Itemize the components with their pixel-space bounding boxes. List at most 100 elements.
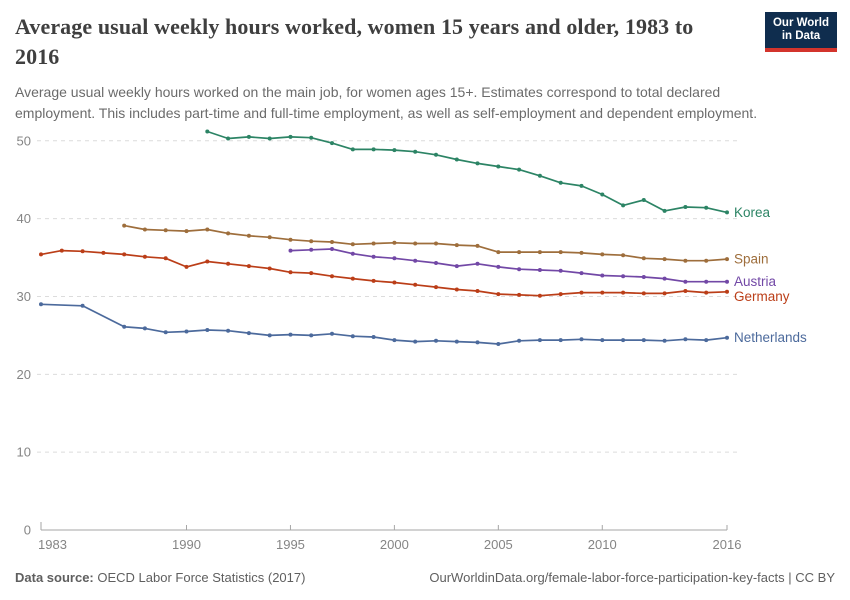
data-point-germany-1989[interactable] <box>163 256 168 261</box>
data-point-spain-2013[interactable] <box>662 257 667 262</box>
data-point-germany-2013[interactable] <box>662 291 667 296</box>
data-point-netherlands-2009[interactable] <box>579 337 584 342</box>
data-point-spain-1992[interactable] <box>226 231 231 236</box>
data-point-korea-2012[interactable] <box>641 198 646 202</box>
data-point-spain-2009[interactable] <box>579 250 584 255</box>
data-point-spain-1997[interactable] <box>330 240 334 244</box>
data-point-germany-2001[interactable] <box>413 282 418 287</box>
data-point-spain-2011[interactable] <box>621 253 626 258</box>
data-point-austria-2014[interactable] <box>683 279 688 284</box>
data-point-korea-1995[interactable] <box>288 134 293 139</box>
data-point-korea-1998[interactable] <box>350 147 355 152</box>
data-point-austria-2000[interactable] <box>392 256 397 261</box>
data-point-austria-2008[interactable] <box>558 268 563 273</box>
data-point-netherlands-2000[interactable] <box>392 338 397 343</box>
data-point-austria-1998[interactable] <box>350 251 355 256</box>
data-point-korea-2011[interactable] <box>621 203 626 208</box>
data-point-spain-2004[interactable] <box>475 243 480 248</box>
data-point-korea-1993[interactable] <box>246 134 251 139</box>
data-point-germany-1996[interactable] <box>309 271 314 276</box>
data-point-netherlands-2014[interactable] <box>683 337 688 342</box>
data-point-germany-1988[interactable] <box>142 254 147 259</box>
data-point-germany-2004[interactable] <box>475 289 480 293</box>
data-point-korea-2010[interactable] <box>600 192 605 197</box>
data-point-korea-2001[interactable] <box>413 149 418 154</box>
data-point-netherlands-2016[interactable] <box>725 335 729 340</box>
data-point-germany-1983[interactable] <box>39 252 43 257</box>
data-point-netherlands-1987[interactable] <box>122 324 127 329</box>
data-point-germany-1993[interactable] <box>246 264 251 269</box>
series-line-spain[interactable] <box>123 224 728 262</box>
data-point-spain-1999[interactable] <box>371 241 376 246</box>
data-point-netherlands-2005[interactable] <box>496 342 501 346</box>
data-point-netherlands-1996[interactable] <box>309 333 314 338</box>
data-point-germany-1990[interactable] <box>184 264 189 269</box>
data-point-netherlands-1985[interactable] <box>80 303 85 308</box>
data-point-korea-2000[interactable] <box>392 148 397 153</box>
data-point-germany-2003[interactable] <box>454 287 459 292</box>
data-point-austria-2003[interactable] <box>454 264 459 269</box>
data-point-korea-2002[interactable] <box>434 152 438 157</box>
series-label-austria[interactable]: Austria <box>734 274 777 289</box>
data-point-spain-1991[interactable] <box>205 227 210 232</box>
data-point-netherlands-2004[interactable] <box>475 340 480 345</box>
data-point-netherlands-2008[interactable] <box>558 338 563 343</box>
data-point-germany-1987[interactable] <box>122 252 127 257</box>
data-point-netherlands-2006[interactable] <box>517 338 522 343</box>
data-point-austria-2011[interactable] <box>621 274 626 279</box>
data-point-spain-2002[interactable] <box>434 241 438 246</box>
data-point-korea-2004[interactable] <box>475 161 480 166</box>
data-point-germany-2011[interactable] <box>621 290 626 295</box>
data-point-spain-2005[interactable] <box>496 250 501 255</box>
data-point-netherlands-1995[interactable] <box>288 332 293 337</box>
series-label-spain[interactable]: Spain <box>734 252 769 267</box>
data-point-netherlands-2015[interactable] <box>704 338 709 343</box>
data-point-austria-1997[interactable] <box>330 247 334 251</box>
series-label-germany[interactable]: Germany <box>734 289 790 304</box>
data-point-netherlands-1983[interactable] <box>39 302 43 307</box>
data-point-spain-1987[interactable] <box>122 223 127 228</box>
data-point-spain-2006[interactable] <box>517 250 522 255</box>
series-line-austria[interactable] <box>289 248 728 283</box>
data-point-austria-2001[interactable] <box>413 258 418 263</box>
data-point-germany-2009[interactable] <box>579 290 584 295</box>
data-point-korea-2008[interactable] <box>558 180 563 185</box>
data-point-spain-2000[interactable] <box>392 240 397 245</box>
data-point-korea-2003[interactable] <box>454 157 459 162</box>
data-point-germany-2016[interactable] <box>725 289 729 294</box>
data-point-korea-2006[interactable] <box>517 167 522 172</box>
data-point-netherlands-2003[interactable] <box>454 339 459 344</box>
data-point-germany-1984[interactable] <box>59 248 64 253</box>
series-line-germany[interactable] <box>40 249 728 297</box>
data-point-germany-1991[interactable] <box>205 259 210 264</box>
owid-logo[interactable]: Our World in Data <box>765 12 837 52</box>
data-point-netherlands-2002[interactable] <box>434 338 438 343</box>
data-point-netherlands-1997[interactable] <box>330 331 334 336</box>
data-point-germany-1994[interactable] <box>267 266 272 271</box>
data-point-austria-2006[interactable] <box>517 267 522 272</box>
data-point-austria-1999[interactable] <box>371 254 376 259</box>
data-point-germany-2005[interactable] <box>496 292 501 297</box>
series-line-korea[interactable] <box>206 130 728 214</box>
data-point-austria-2012[interactable] <box>641 275 646 279</box>
data-point-germany-1985[interactable] <box>80 249 85 254</box>
data-point-germany-1986[interactable] <box>101 250 106 255</box>
data-point-netherlands-2010[interactable] <box>600 338 605 343</box>
data-point-netherlands-1999[interactable] <box>371 335 376 339</box>
data-point-korea-1992[interactable] <box>226 136 231 141</box>
data-point-korea-1996[interactable] <box>309 135 314 140</box>
owid-url-link[interactable]: OurWorldinData.org/female-labor-force-pa… <box>429 570 785 585</box>
data-point-spain-2007[interactable] <box>537 250 542 255</box>
data-point-spain-2016[interactable] <box>725 257 729 262</box>
data-point-germany-1992[interactable] <box>226 261 231 266</box>
data-point-korea-2009[interactable] <box>579 183 584 188</box>
data-point-netherlands-1991[interactable] <box>205 328 210 332</box>
data-point-korea-2007[interactable] <box>537 173 542 178</box>
data-point-korea-1994[interactable] <box>267 136 272 141</box>
data-point-korea-1997[interactable] <box>330 141 334 146</box>
data-point-netherlands-2013[interactable] <box>662 338 667 343</box>
data-point-spain-1989[interactable] <box>163 228 168 233</box>
data-point-germany-2010[interactable] <box>600 290 605 295</box>
data-point-austria-2007[interactable] <box>537 268 542 272</box>
data-point-germany-1999[interactable] <box>371 278 376 283</box>
